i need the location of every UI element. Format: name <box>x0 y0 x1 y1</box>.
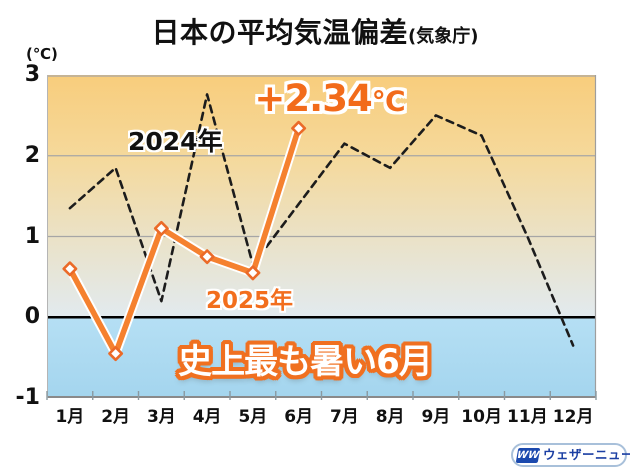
data-point-marker <box>199 249 215 265</box>
y-tick-label: -1 <box>15 385 40 410</box>
data-point-marker <box>291 120 307 136</box>
banner-text: 史上最も暑い6月 <box>178 342 433 382</box>
series-label-2024: 2024年 <box>128 127 223 156</box>
data-point-marker <box>245 265 261 281</box>
peak-value-label: +2.34℃ <box>230 77 430 120</box>
plot-svg <box>46 75 597 400</box>
watermark-badge: WW ウェザーニュース <box>511 443 630 467</box>
weathernews-logo-icon: WW <box>515 447 541 463</box>
x-tick-label: 1月 <box>55 407 85 427</box>
y-tick-label: 0 <box>24 304 40 330</box>
x-tick-label: 10月 <box>461 407 502 427</box>
line-2025 <box>67 125 302 357</box>
x-tick-label: 8月 <box>375 407 405 427</box>
peak-unit: ℃ <box>371 85 406 118</box>
x-tick-label: 12月 <box>552 407 594 427</box>
y-tick-label: 3 <box>24 62 40 87</box>
data-point-marker <box>62 261 78 277</box>
x-tick-label: 11月 <box>507 407 548 427</box>
line-2024 <box>68 93 575 347</box>
x-tick-label: 3月 <box>146 407 176 427</box>
data-point-marker <box>108 346 124 362</box>
series-label-2025: 2025年 <box>206 288 294 314</box>
y-tick-label: 1 <box>24 223 40 249</box>
watermark-text: ウェザーニュース <box>543 447 630 462</box>
y-axis-unit: (℃) <box>26 45 58 63</box>
x-tick-label: 5月 <box>238 407 268 427</box>
chart-title-main: 日本の平均気温偏差 <box>151 16 409 49</box>
chart-title: 日本の平均気温偏差(気象庁) <box>0 11 630 51</box>
x-tick-label: 2月 <box>101 407 131 427</box>
x-tick-label: 6月 <box>284 407 314 427</box>
x-tick-label: 7月 <box>329 407 359 427</box>
x-tick-label: 9月 <box>421 407 451 427</box>
peak-value: +2.34 <box>254 77 372 120</box>
chart-title-source: (気象庁) <box>408 26 479 47</box>
data-point-marker <box>153 220 169 236</box>
y-tick-label: 2 <box>24 142 40 168</box>
x-tick-label: 4月 <box>192 407 222 427</box>
